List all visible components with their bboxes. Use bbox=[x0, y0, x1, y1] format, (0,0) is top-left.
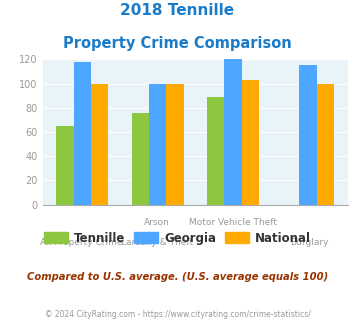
Bar bbox=[299, 65, 317, 205]
Bar bbox=[317, 83, 334, 205]
Bar bbox=[56, 126, 74, 205]
Bar bbox=[132, 113, 149, 205]
Text: All Property Crime: All Property Crime bbox=[39, 238, 122, 247]
Bar bbox=[166, 83, 184, 205]
Text: Property Crime Comparison: Property Crime Comparison bbox=[63, 36, 292, 51]
Bar bbox=[74, 62, 91, 205]
Text: Compared to U.S. average. (U.S. average equals 100): Compared to U.S. average. (U.S. average … bbox=[27, 272, 328, 282]
Bar bbox=[91, 83, 108, 205]
Text: © 2024 CityRating.com - https://www.cityrating.com/crime-statistics/: © 2024 CityRating.com - https://www.city… bbox=[45, 310, 310, 319]
Text: Larceny & Theft: Larceny & Theft bbox=[121, 238, 193, 247]
Text: 2018 Tennille: 2018 Tennille bbox=[120, 3, 235, 18]
Bar bbox=[224, 59, 241, 205]
Text: Burglary: Burglary bbox=[290, 238, 329, 247]
Legend: Tennille, Georgia, National: Tennille, Georgia, National bbox=[39, 227, 316, 249]
Bar bbox=[207, 97, 224, 205]
Text: Arson: Arson bbox=[144, 218, 170, 227]
Bar bbox=[149, 83, 166, 205]
Bar bbox=[241, 80, 259, 205]
Text: Motor Vehicle Theft: Motor Vehicle Theft bbox=[190, 218, 277, 227]
